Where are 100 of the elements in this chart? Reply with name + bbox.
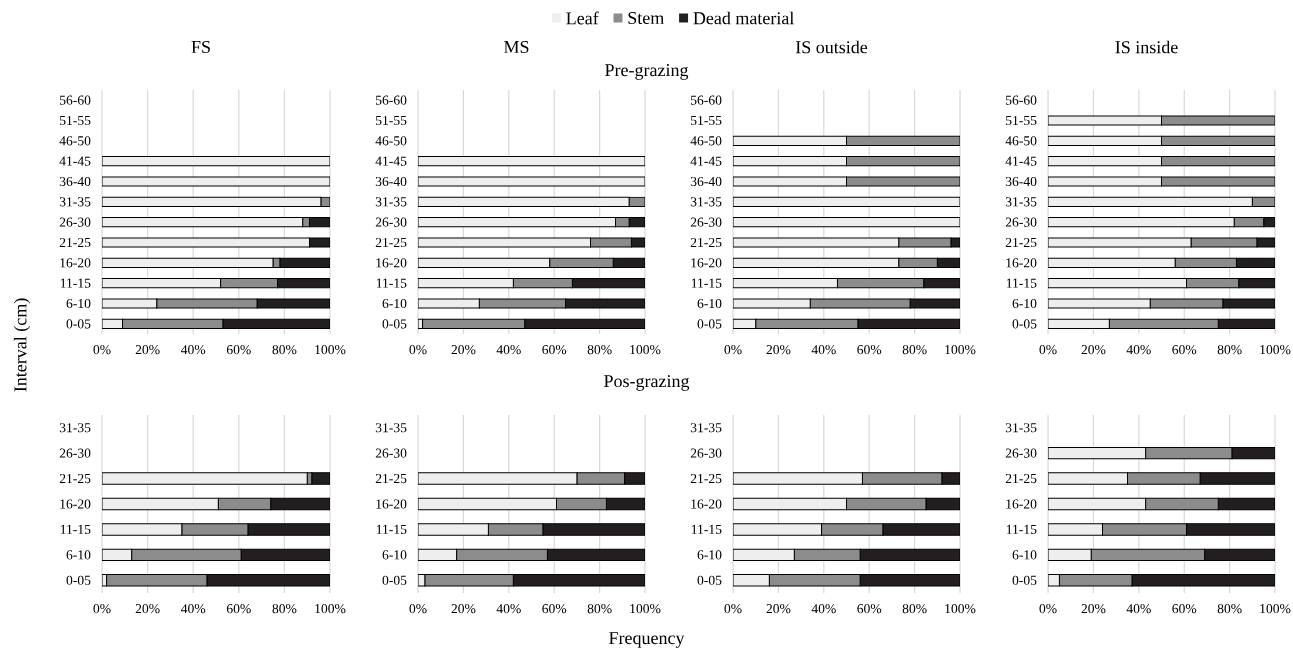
y-tick-label: 56-60 xyxy=(1006,95,1037,105)
x-tick-label: 100% xyxy=(945,604,976,614)
y-tick-label: 46-50 xyxy=(690,136,722,146)
x-tick-label: 60% xyxy=(226,604,251,614)
y-tick-label: 0-05 xyxy=(66,319,91,329)
x-tick-label: 40% xyxy=(496,345,521,355)
y-tick-label: 16-20 xyxy=(1006,499,1037,509)
x-tick-label: 20% xyxy=(766,345,791,355)
y-tick-label: 31-35 xyxy=(375,423,407,433)
legend-label: Dead material xyxy=(693,11,794,25)
y-tick-label: 0-05 xyxy=(1012,319,1037,329)
legend-label: Leaf xyxy=(566,11,599,25)
y-tick-label: 21-25 xyxy=(690,237,722,248)
bar xyxy=(418,523,489,536)
y-tick-label: 11-15 xyxy=(691,278,722,288)
y-tick-label: 26-30 xyxy=(375,217,407,227)
y-tick-label: 41-45 xyxy=(375,156,407,166)
y-tick-label: 26-30 xyxy=(59,448,91,458)
bar xyxy=(733,217,961,228)
bar xyxy=(102,523,183,536)
x-tick-label: 100% xyxy=(1260,604,1291,614)
bar xyxy=(217,497,272,511)
y-tick-label: 16-20 xyxy=(691,499,722,509)
chart-title: IS outside xyxy=(795,40,868,54)
x-tick-label: 60% xyxy=(857,604,882,614)
y-tick-label: 21-25 xyxy=(375,237,407,248)
bar xyxy=(1048,523,1103,536)
y-tick-label: 26-30 xyxy=(690,448,722,458)
y-tick-label: 0-05 xyxy=(1012,575,1037,585)
y-tick-label: 51-55 xyxy=(376,115,407,126)
y-tick-label: 46-50 xyxy=(1005,136,1037,146)
x-tick-label: 60% xyxy=(226,345,251,355)
x-tick-label: 40% xyxy=(180,345,206,355)
x-tick-label: 20% xyxy=(451,604,476,614)
y-tick-label: 36-40 xyxy=(59,176,91,187)
y-tick-label: 21-25 xyxy=(690,474,722,484)
x-tick-label: 100% xyxy=(630,604,661,614)
x-tick-label: 40% xyxy=(1126,604,1151,614)
y-tick-label: 26-30 xyxy=(375,448,407,458)
x-tick-label: 80% xyxy=(587,604,612,614)
x-tick-label: 80% xyxy=(902,604,927,614)
y-tick-label: 6-10 xyxy=(697,298,722,309)
y-tick-label: 41-45 xyxy=(59,156,91,166)
y-tick-label: 11-15 xyxy=(60,278,91,288)
y-tick-label: 21-25 xyxy=(1005,237,1037,248)
y-tick-label: 41-45 xyxy=(1005,156,1037,166)
y-tick-label: 46-50 xyxy=(59,136,91,146)
x-tick-label: 40% xyxy=(180,604,206,614)
y-tick-label: 16-20 xyxy=(60,258,91,268)
y-tick-label: 56-60 xyxy=(59,95,91,105)
chart-subtitle: Pos-grazing xyxy=(604,375,690,391)
chart-title: MS xyxy=(504,40,529,54)
y-tick-label: 51-55 xyxy=(59,115,91,126)
y-tick-label: 16-20 xyxy=(691,258,722,268)
y-tick-label: 31-35 xyxy=(1005,423,1037,433)
x-tick-label: 60% xyxy=(1172,345,1197,355)
x-tick-label: 80% xyxy=(587,345,612,355)
x-tick-label: 20% xyxy=(1081,345,1106,355)
bar xyxy=(1186,523,1276,536)
y-tick-label: 6-10 xyxy=(66,298,91,309)
y-tick-label: 11-15 xyxy=(376,278,407,288)
x-tick-label: 60% xyxy=(542,345,567,355)
bar xyxy=(247,523,331,536)
bar xyxy=(733,523,823,536)
x-tick-label: 80% xyxy=(902,345,927,355)
y-tick-label: 16-20 xyxy=(376,499,407,509)
y-tick-label: 36-40 xyxy=(1005,176,1037,187)
y-tick-label: 51-55 xyxy=(691,115,722,126)
x-tick-label: 0% xyxy=(409,604,427,614)
y-tick-label: 6-10 xyxy=(382,550,407,560)
x-axis-title: Frequency xyxy=(609,632,685,648)
y-tick-label: 46-50 xyxy=(375,136,407,146)
bar xyxy=(882,523,961,536)
x-tick-label: 0% xyxy=(724,345,742,355)
y-tick-label: 21-25 xyxy=(1005,474,1037,484)
y-tick-label: 0-05 xyxy=(66,575,91,585)
y-tick-label: 36-40 xyxy=(375,176,407,187)
x-tick-label: 60% xyxy=(1172,604,1197,614)
y-tick-label: 31-35 xyxy=(375,197,407,207)
y-tick-label: 26-30 xyxy=(1005,448,1037,458)
y-tick-label: 16-20 xyxy=(1006,258,1037,268)
y-tick-label: 11-15 xyxy=(376,524,407,534)
x-tick-label: 0% xyxy=(93,345,111,355)
x-tick-label: 60% xyxy=(542,604,567,614)
y-tick-label: 21-25 xyxy=(375,474,407,484)
x-tick-label: 20% xyxy=(1081,604,1106,614)
y-tick-label: 31-35 xyxy=(690,423,722,433)
x-tick-label: 40% xyxy=(811,345,836,355)
y-tick-label: 31-35 xyxy=(1005,197,1037,207)
legend-label: Stem xyxy=(628,11,665,25)
y-tick-label: 56-60 xyxy=(691,95,722,105)
y-tick-label: 41-45 xyxy=(690,156,722,166)
y-tick-label: 26-30 xyxy=(59,217,91,227)
y-axis-title: Interval (cm) xyxy=(13,298,31,392)
y-tick-label: 0-05 xyxy=(382,575,407,585)
chart-subtitle: Pre-grazing xyxy=(605,64,689,80)
y-tick-label: 0-05 xyxy=(697,319,722,329)
y-tick-label: 0-05 xyxy=(382,319,407,329)
y-tick-label: 21-25 xyxy=(59,237,91,248)
x-tick-label: 80% xyxy=(1217,345,1242,355)
